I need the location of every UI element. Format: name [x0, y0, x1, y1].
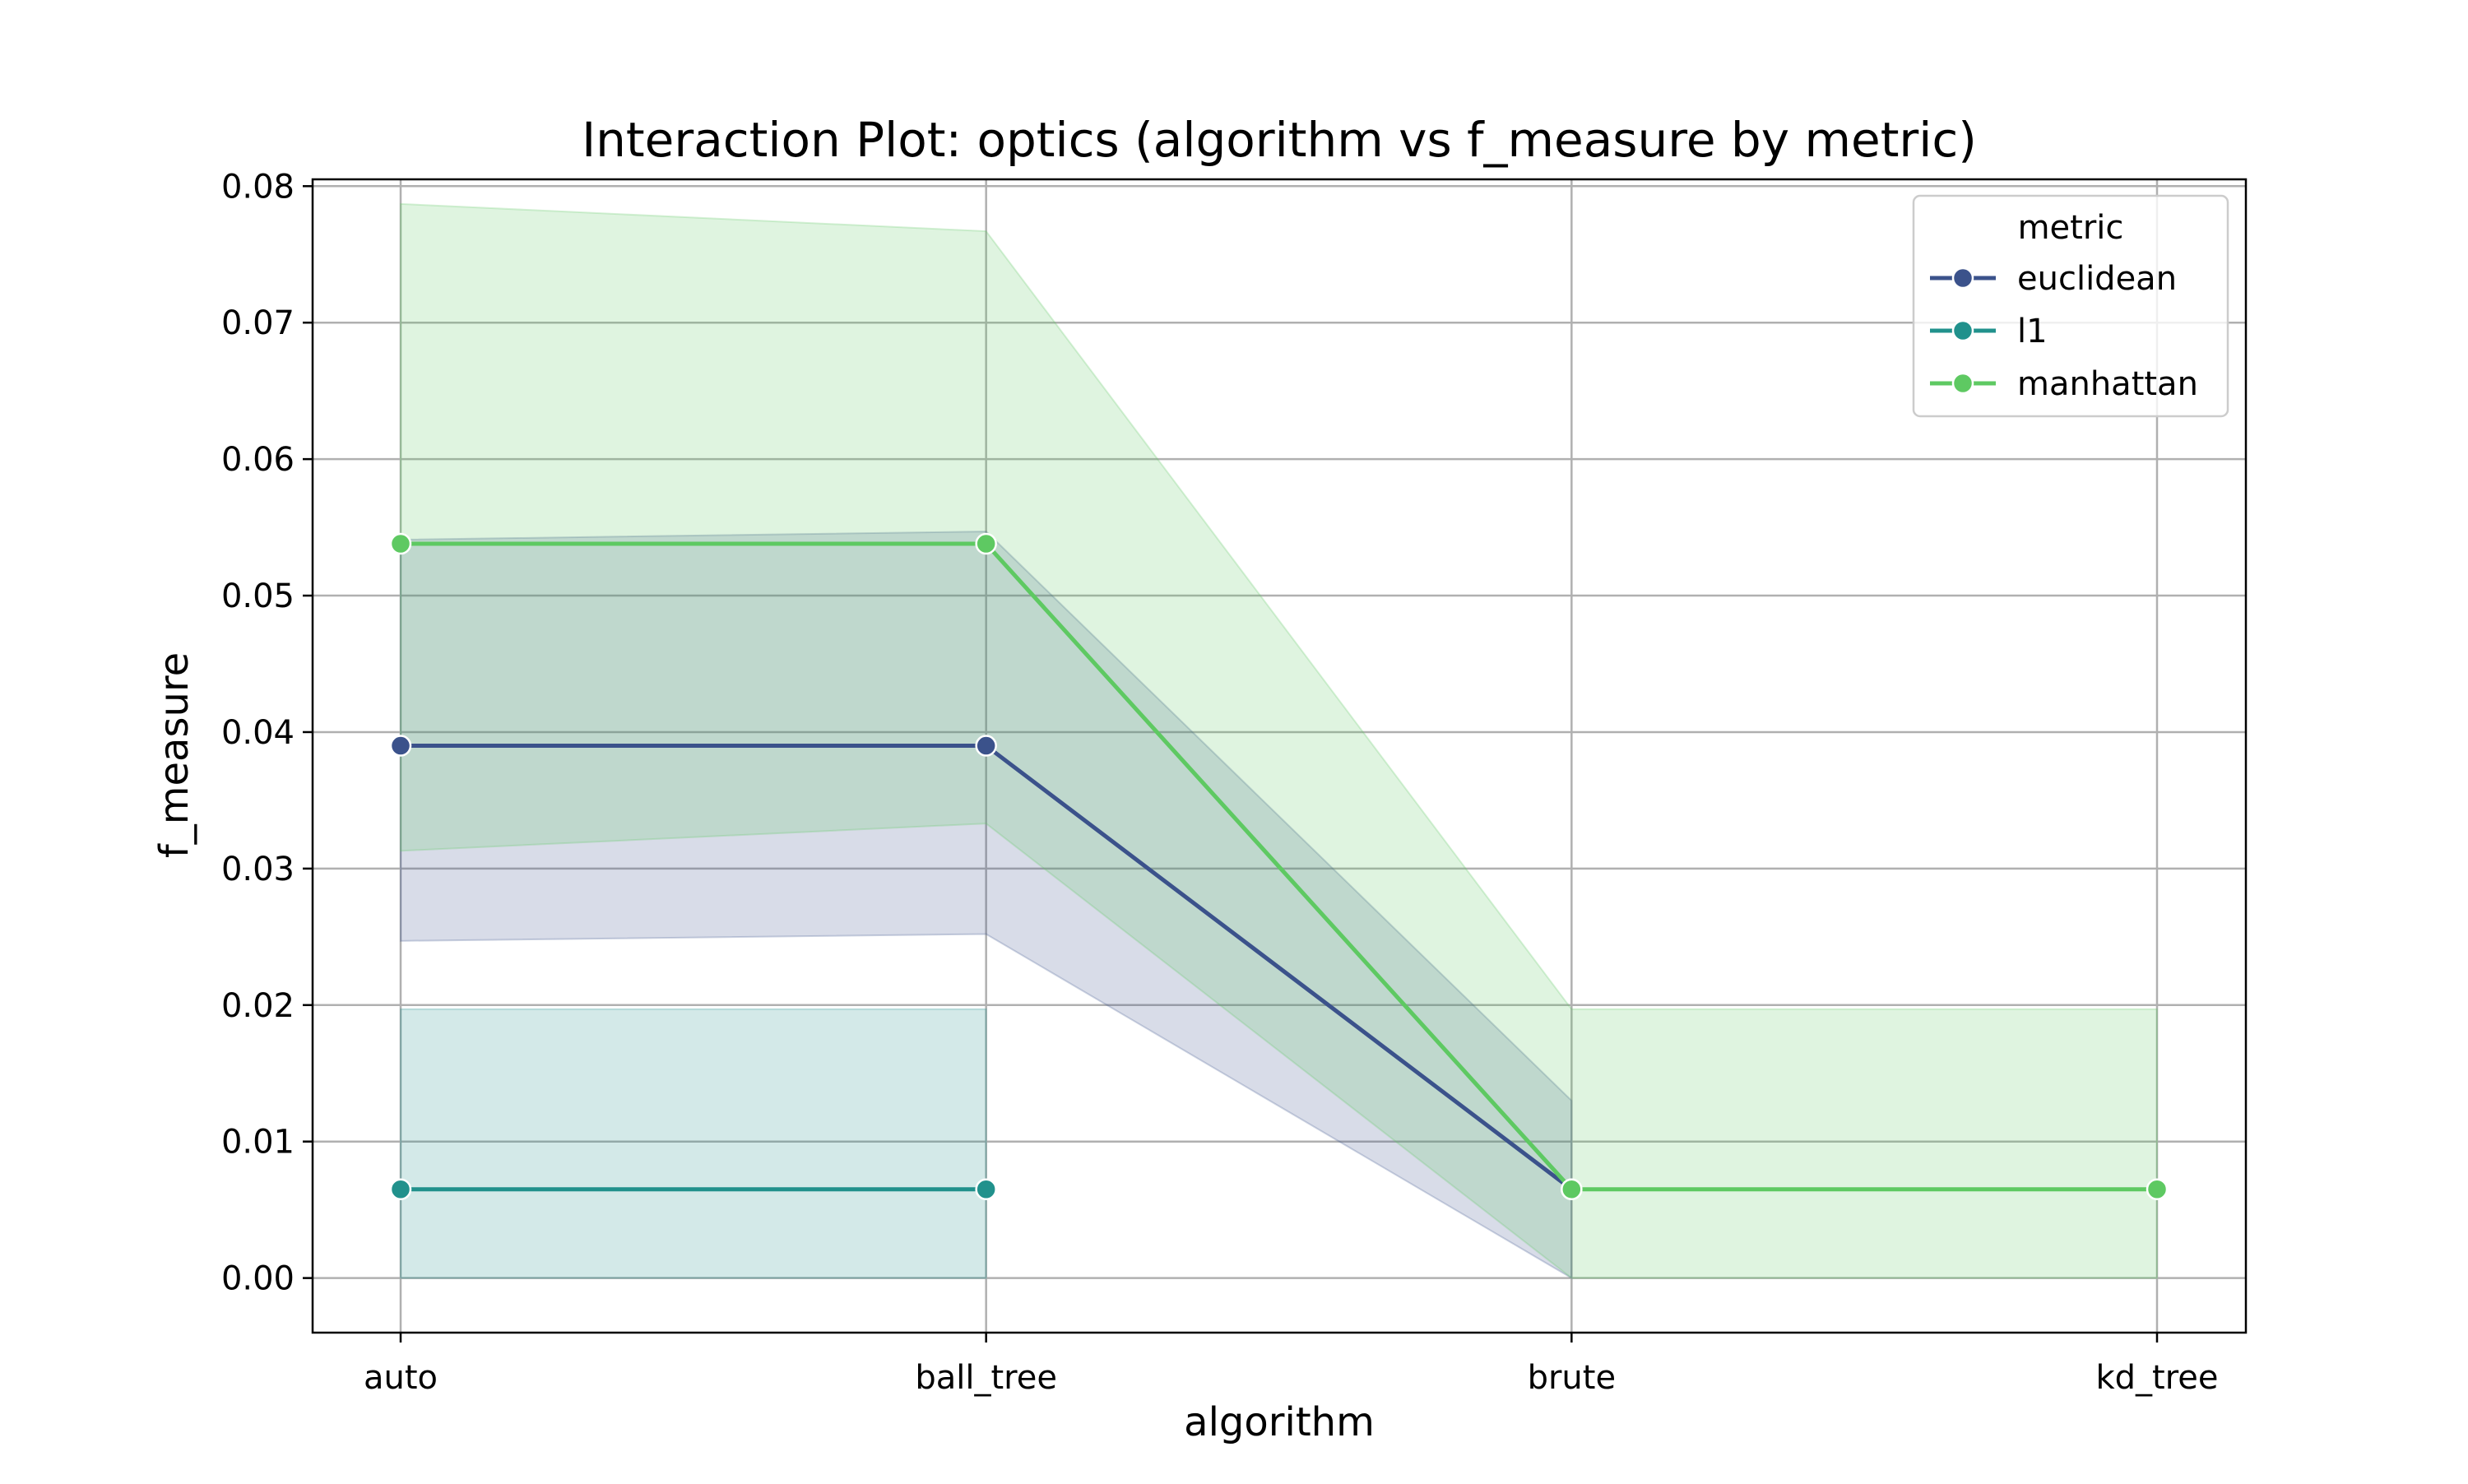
- legend-swatch-marker-euclidean: [1951, 267, 1974, 290]
- ci-band-manhattan: [400, 202, 2158, 1279]
- y-tick-label: 0.02: [221, 987, 295, 1025]
- y-tick-label: 0.05: [221, 577, 295, 615]
- legend-swatch-marker-l1: [1951, 319, 1974, 342]
- ci-band-l1: [400, 1008, 987, 1279]
- y-tick-label: 0.06: [221, 441, 295, 479]
- y-tick-label: 0.07: [221, 304, 295, 342]
- x-axis-ticks: auto ball_tree brute kd_tree: [364, 1333, 2219, 1397]
- series-line-manhattan: [401, 541, 2157, 1192]
- data-point-euclidean-ball_tree: [975, 735, 997, 757]
- x-tick-label: kd_tree: [2095, 1359, 2218, 1397]
- data-point-euclidean-auto: [389, 735, 412, 757]
- y-tick-label: 0.00: [221, 1260, 295, 1298]
- legend-swatch-marker-manhattan: [1951, 372, 1974, 395]
- y-tick-label: 0.01: [221, 1124, 295, 1162]
- legend-box: [1912, 194, 2229, 418]
- chart-title: Interaction Plot: optics (algorithm vs f…: [582, 112, 1977, 168]
- x-tick-label: ball_tree: [915, 1359, 1057, 1397]
- x-tick-label: auto: [364, 1359, 438, 1397]
- y-tick-label: 0.08: [221, 168, 295, 206]
- legend-title: metric: [2018, 209, 2124, 247]
- plot-frame: [311, 178, 2248, 1334]
- series-points: [389, 532, 2169, 1201]
- x-axis-label: algorithm: [1184, 1399, 1375, 1445]
- data-point-manhattan-kd_tree: [2146, 1178, 2169, 1201]
- grid: [313, 179, 2246, 1333]
- data-point-manhattan-brute: [1561, 1178, 1583, 1201]
- confidence-bands: [400, 202, 2158, 1280]
- y-axis-ticks: 0.00 0.01 0.02 0.03 0.04 0.05 0.06 0.07 0.08: [221, 168, 313, 1298]
- legend-label-euclidean: euclidean: [2017, 260, 2177, 298]
- data-point-l1-auto: [389, 1178, 412, 1201]
- legend-label-manhattan: manhattan: [2017, 365, 2198, 403]
- legend-label-l1: l1: [2017, 313, 2048, 350]
- y-axis-label: f_measure: [151, 652, 197, 858]
- data-point-l1-ball_tree: [975, 1178, 997, 1201]
- data-point-manhattan-auto: [389, 532, 412, 555]
- ci-band-euclidean: [400, 531, 1573, 1280]
- legend: metric euclidean l1 manhattan: [1912, 194, 2229, 418]
- legend-entries: euclidean l1 manhattan: [1930, 260, 2198, 403]
- data-point-manhattan-ball_tree: [975, 532, 997, 555]
- x-tick-label: brute: [1528, 1359, 1616, 1397]
- y-tick-label: 0.04: [221, 714, 295, 752]
- y-tick-label: 0.03: [221, 851, 295, 888]
